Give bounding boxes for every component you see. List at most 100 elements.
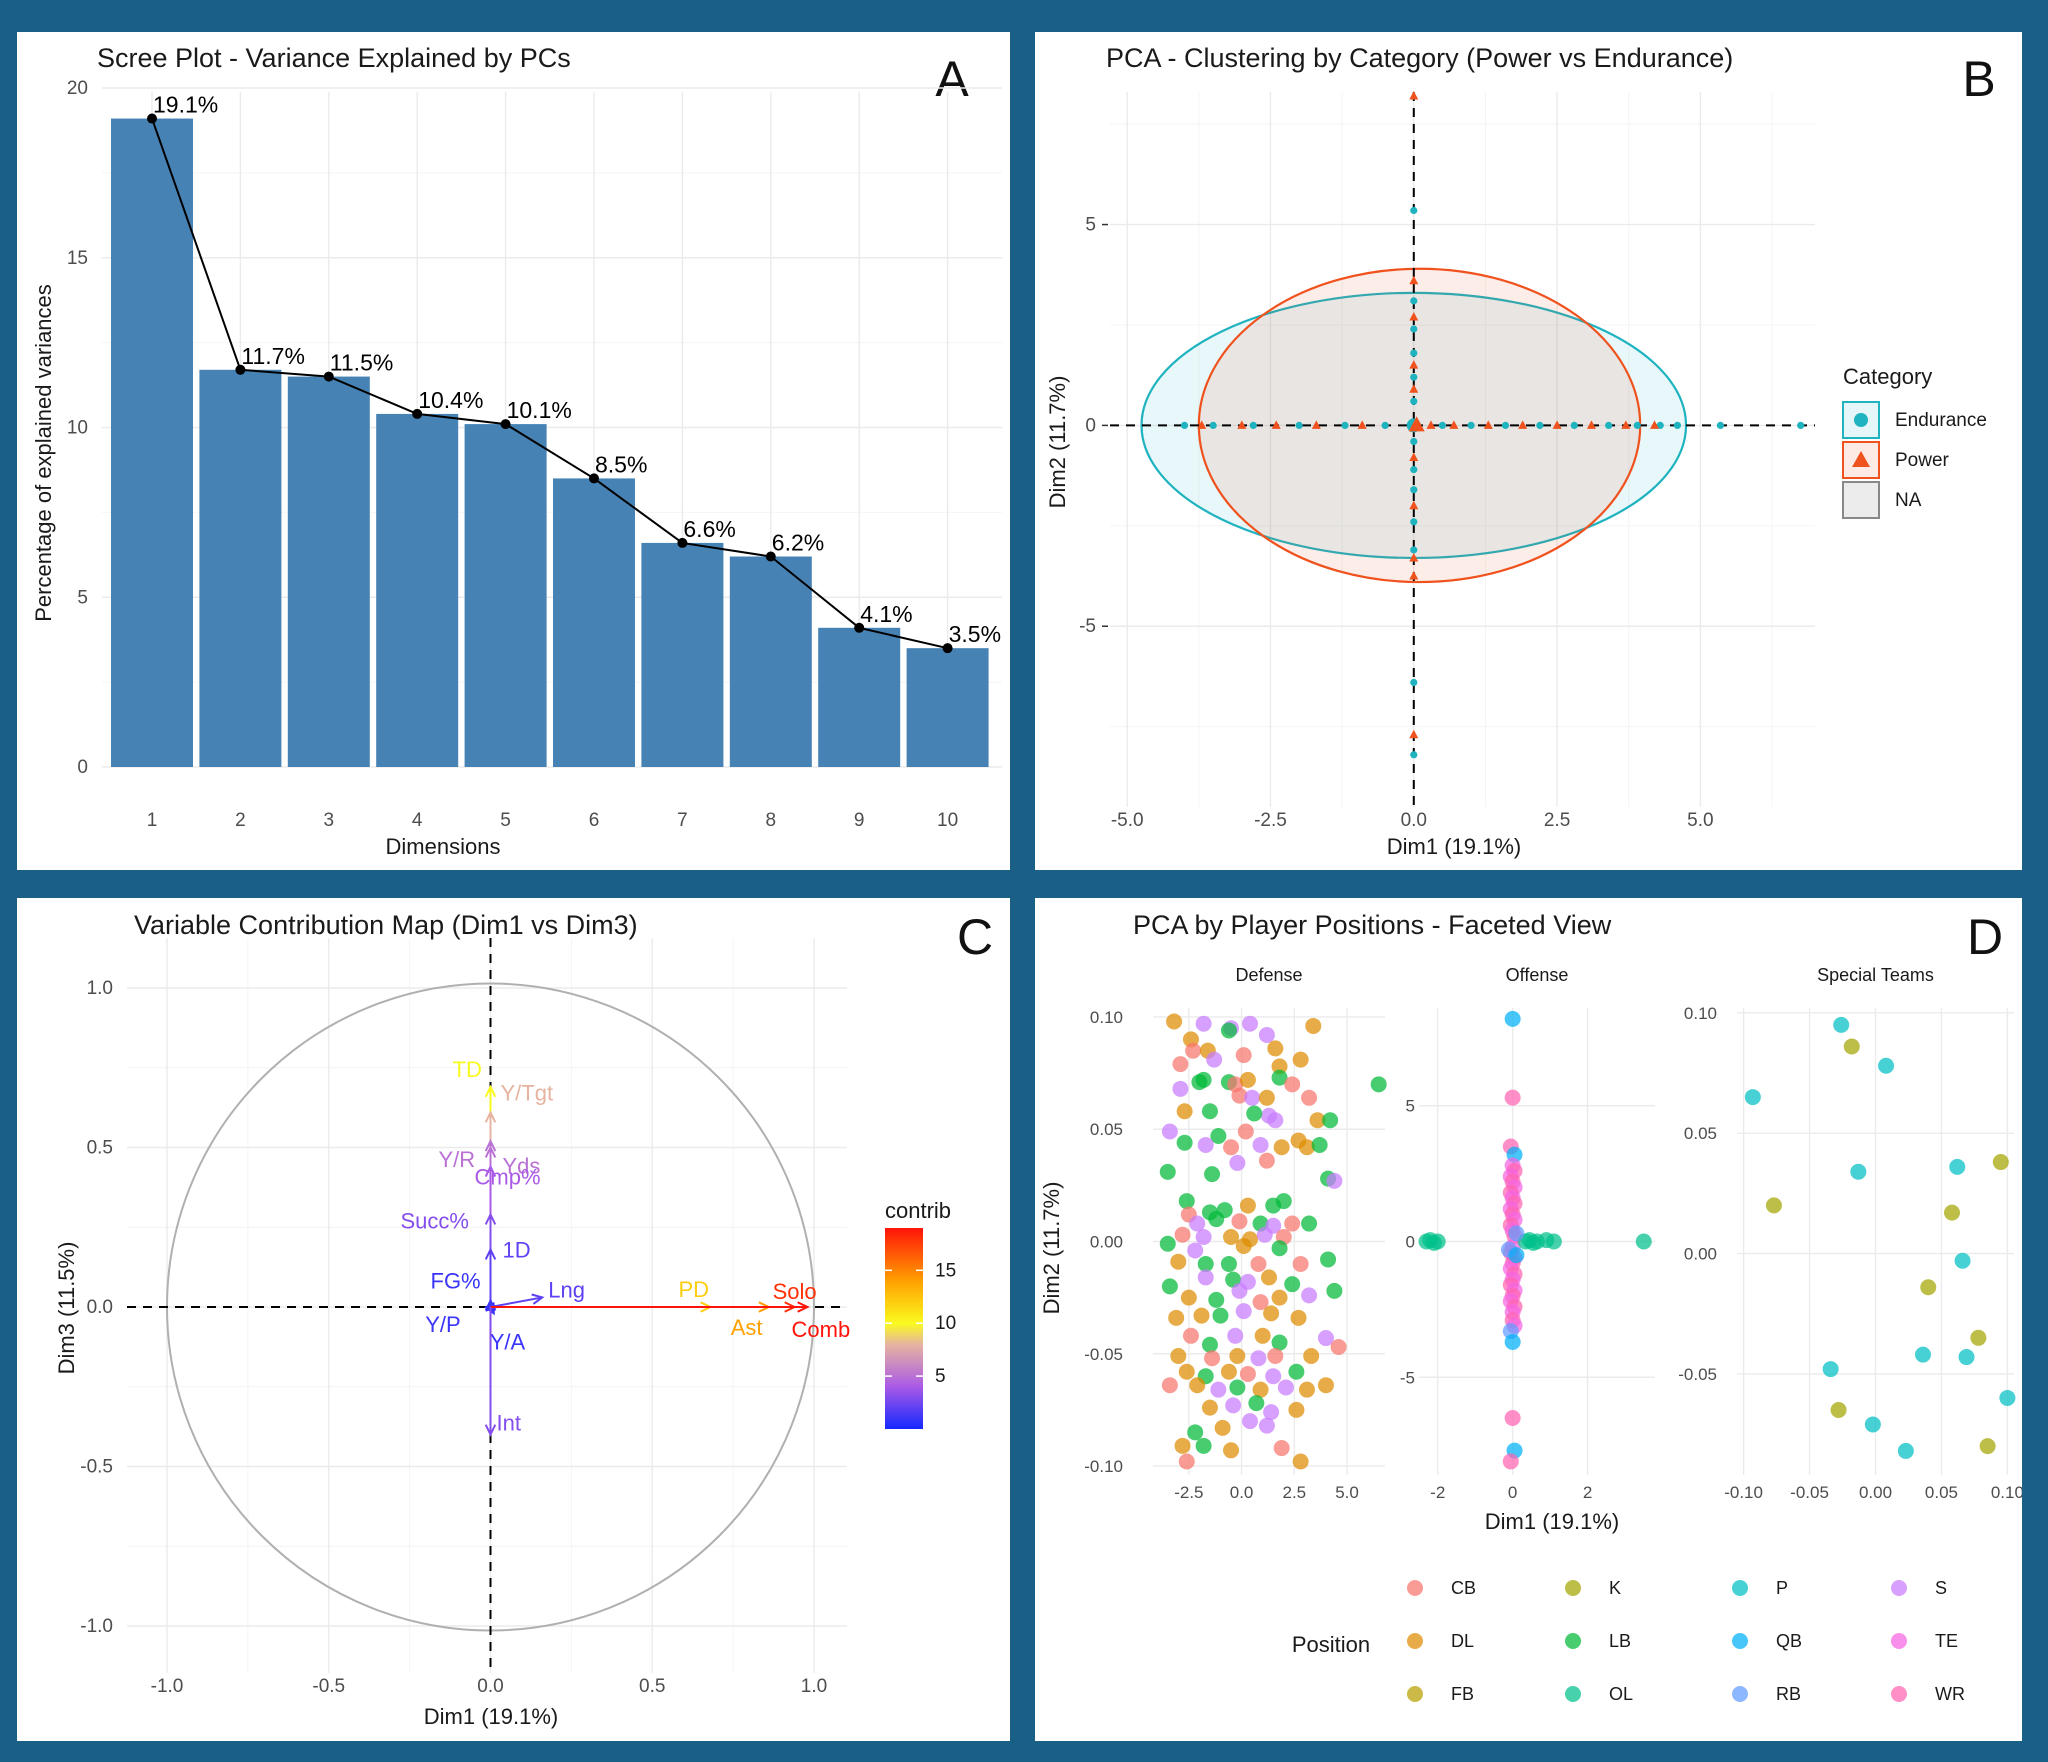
endurance-point — [1797, 421, 1805, 429]
position-point — [1258, 1417, 1275, 1434]
variable-label: Cmp% — [475, 1165, 541, 1190]
position-point — [1277, 1379, 1294, 1396]
legend-symbol — [1565, 1633, 1581, 1649]
data-label: 6.2% — [772, 530, 824, 556]
variable-label: TD — [453, 1057, 482, 1082]
position-point — [1292, 1255, 1309, 1272]
colorbar-tick-label: 5 — [935, 1366, 946, 1387]
position-point — [1949, 1158, 1966, 1175]
legend-label: K — [1609, 1578, 1621, 1598]
power-point — [1311, 420, 1321, 429]
x-tick-label: 2 — [1583, 1483, 1592, 1502]
variable-label: Y/A — [490, 1329, 526, 1354]
power-point — [1586, 420, 1596, 429]
data-label: 8.5% — [595, 451, 647, 477]
legend-label: S — [1935, 1578, 1947, 1598]
position-point — [1237, 1123, 1254, 1140]
arrow-head — [797, 1301, 810, 1313]
position-point — [1292, 1051, 1309, 1068]
position-point — [1208, 1291, 1225, 1308]
position-point — [1189, 1215, 1206, 1232]
position-point — [1242, 1015, 1259, 1032]
position-point — [1229, 1348, 1246, 1365]
bar — [641, 542, 724, 767]
position-point — [1284, 1276, 1301, 1293]
y-tick-label: -5 — [1400, 1368, 1415, 1387]
position-point — [1204, 1350, 1221, 1367]
legend-label: RB — [1776, 1684, 1801, 1704]
position-point — [1508, 1247, 1525, 1264]
legend-symbol — [1407, 1633, 1423, 1649]
y-tick-label: 0.0 — [87, 1297, 113, 1318]
position-point — [1159, 1163, 1176, 1180]
position-point — [1210, 1381, 1227, 1398]
x-tick-label: 10 — [937, 810, 958, 831]
position-point — [1271, 1058, 1288, 1075]
colorbar-tick-label: 15 — [935, 1260, 956, 1281]
position-point — [1250, 1350, 1267, 1367]
position-point — [1992, 1154, 2009, 1171]
position-point — [1252, 1294, 1269, 1311]
variable-label: Y/Tgt — [501, 1080, 554, 1105]
position-point — [1195, 1437, 1212, 1454]
endurance-point — [1410, 397, 1418, 405]
arrow-head — [484, 1164, 497, 1177]
power-point — [1409, 360, 1419, 369]
y-tick-label: 1.0 — [87, 978, 113, 999]
x-tick-label: -0.10 — [1724, 1483, 1763, 1502]
scree-plot-chart: Scree Plot - Variance Explained by PCs A… — [31, 43, 1002, 859]
position-point — [1174, 1226, 1191, 1243]
position-point — [1326, 1282, 1343, 1299]
position-point — [1178, 1363, 1195, 1380]
position-point — [1320, 1251, 1337, 1268]
panel-d-faceted-pca: PCA by Player Positions - Faceted View D… — [1035, 898, 2022, 1741]
position-point — [1635, 1233, 1652, 1250]
position-point — [1195, 1229, 1212, 1246]
data-label: 11.7% — [241, 343, 305, 369]
y-tick-label: -0.05 — [1678, 1365, 1717, 1384]
power-point — [1409, 571, 1419, 580]
position-point — [1178, 1193, 1195, 1210]
position-point — [1271, 1240, 1288, 1257]
variable-label: Yds — [503, 1154, 541, 1179]
line-point — [854, 622, 865, 633]
chart-title: Variable Contribution Map (Dim1 vs Dim3) — [134, 910, 638, 940]
legend-label: Endurance — [1895, 410, 1987, 431]
chart-title: PCA by Player Positions - Faceted View — [1133, 910, 1612, 940]
variable-label: Int — [497, 1411, 521, 1436]
variance-line — [151, 118, 948, 650]
y-tick-label: 0 — [1085, 415, 1096, 436]
x-tick-label: 5.0 — [1335, 1483, 1359, 1502]
position-point — [1212, 1307, 1229, 1324]
position-point — [1223, 1139, 1240, 1156]
line-point — [147, 113, 157, 124]
position-point — [1244, 1089, 1261, 1106]
position-point — [1504, 1010, 1521, 1027]
position-point — [1250, 1255, 1267, 1272]
position-point — [1897, 1442, 1914, 1459]
position-point — [1504, 1409, 1521, 1426]
variable-label: Lng — [548, 1277, 585, 1302]
endurance-point — [1410, 518, 1418, 526]
x-axis-label: Dim1 (19.1%) — [424, 1704, 558, 1729]
legend-symbol — [1891, 1686, 1907, 1702]
category-pca-chart: PCA - Clustering by Category (Power vs E… — [1045, 43, 1996, 859]
line-point — [677, 537, 688, 548]
position-point — [1301, 1089, 1318, 1106]
position-point — [1284, 1215, 1301, 1232]
position-point — [1271, 1289, 1288, 1306]
position-point — [1864, 1416, 1881, 1433]
position-point — [1878, 1057, 1895, 1074]
position-point — [1195, 1015, 1212, 1032]
position-point — [1210, 1127, 1227, 1144]
position-point — [1830, 1402, 1847, 1419]
position-point — [1545, 1233, 1562, 1250]
variable-label: 1D — [503, 1238, 531, 1263]
arrow-head — [484, 1138, 497, 1152]
endurance-point — [1410, 437, 1418, 446]
position-point — [1267, 1112, 1284, 1129]
legend-title: Category — [1843, 364, 1932, 389]
bar — [111, 118, 193, 768]
chart-title: Scree Plot - Variance Explained by PCs — [97, 43, 571, 73]
position-point — [1263, 1404, 1280, 1421]
